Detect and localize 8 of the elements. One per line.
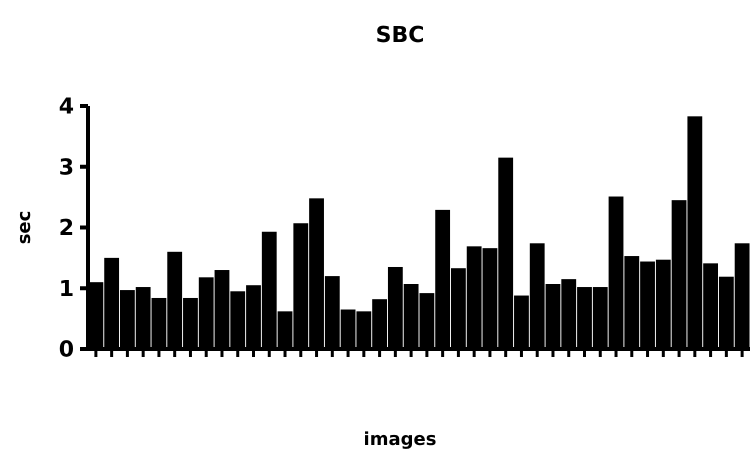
chart-title: SBC <box>376 23 424 48</box>
y-tick-label: 2 <box>58 216 74 242</box>
y-tick-label: 3 <box>58 155 74 180</box>
y-tick-label: 4 <box>58 94 74 120</box>
x-axis-title: images <box>364 429 436 450</box>
y-tick-label: 1 <box>58 276 74 302</box>
y-axis-title: sec <box>14 210 35 244</box>
y-tick-label: 0 <box>58 338 74 363</box>
